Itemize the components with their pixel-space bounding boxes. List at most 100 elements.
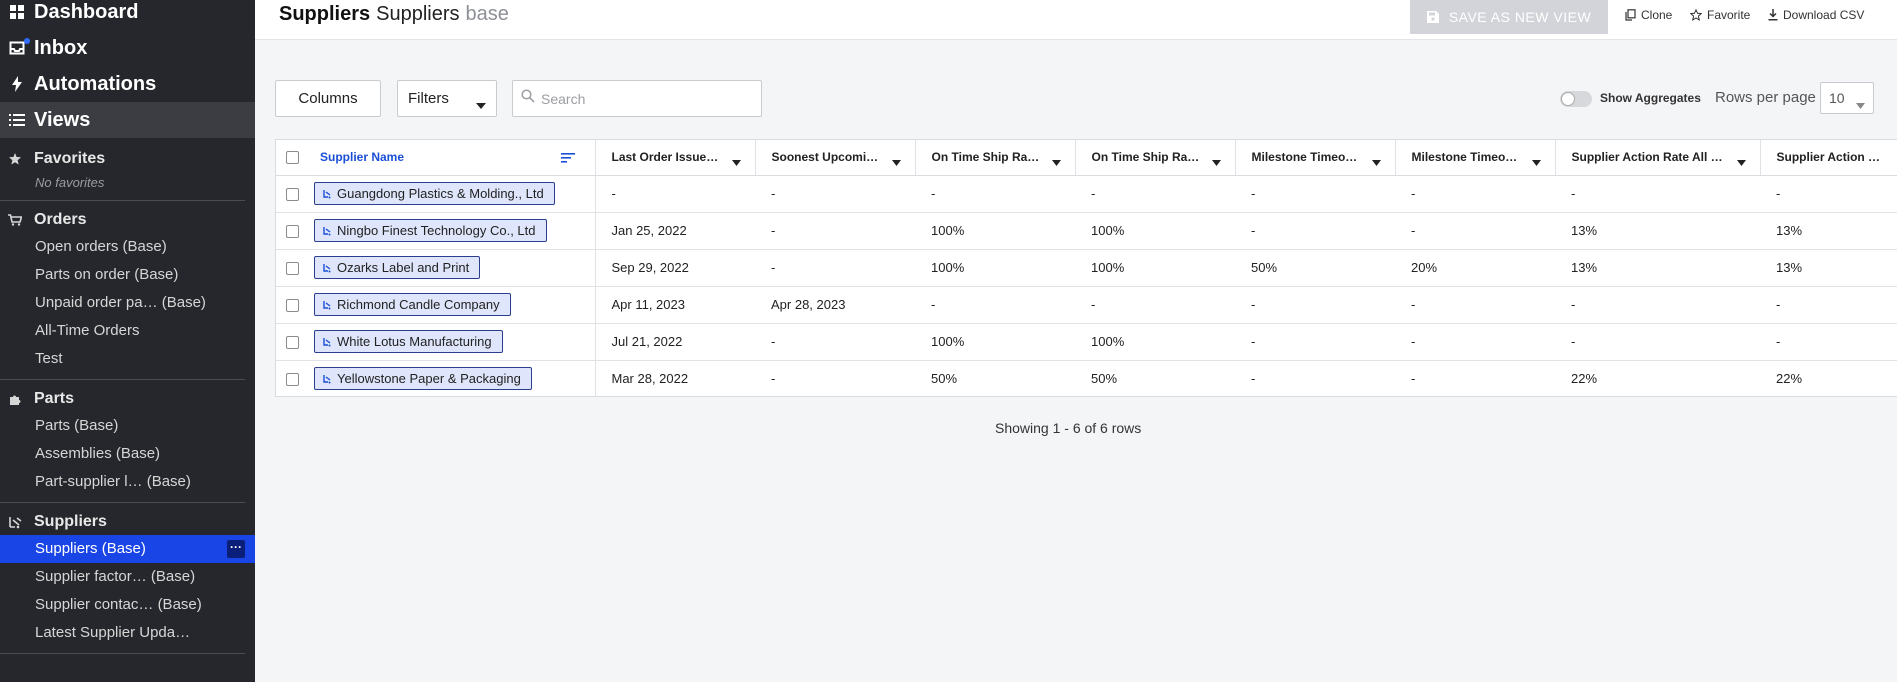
table-cell: 100%	[1075, 323, 1235, 361]
cart-icon	[8, 213, 22, 227]
table-cell: -	[1395, 212, 1555, 250]
column-header-soonest-upcoming[interactable]: Soonest Upcomi…	[755, 140, 916, 176]
column-header-label: Last Order Issue…	[611, 150, 719, 165]
row-select-cell	[276, 286, 312, 324]
table-cell: -	[755, 323, 915, 361]
nav-views[interactable]: Views	[0, 102, 255, 138]
sidebar-item-open-orders[interactable]: Open orders (Base)	[35, 238, 167, 255]
favorite-label: Favorite	[1707, 8, 1751, 22]
row-checkbox[interactable]	[286, 373, 299, 387]
caret-down-icon	[1856, 96, 1865, 112]
table-toolbar: Columns Filters Show Aggregates Rows per…	[275, 80, 1875, 118]
column-header-label: Milestone Timeo…	[1251, 150, 1358, 165]
supplier-chip[interactable]: Ningbo Finest Technology Co., Ltd	[314, 219, 547, 242]
favorites-header[interactable]: Favorites	[0, 146, 255, 172]
download-icon	[1768, 9, 1778, 21]
column-header-supplier-name[interactable]: Supplier Name	[312, 140, 596, 176]
column-header-milestone-timeout-2[interactable]: Milestone Timeo…	[1395, 140, 1556, 176]
sidebar-item-supplier-contacts[interactable]: Supplier contac… (Base)	[35, 596, 202, 613]
row-checkbox[interactable]	[286, 299, 299, 313]
column-header-on-time-ship-rate-2[interactable]: On Time Ship Ra…	[1075, 140, 1236, 176]
forklift-icon	[323, 189, 332, 199]
select-all-cell	[276, 140, 312, 176]
columns-button[interactable]: Columns	[275, 80, 381, 117]
nav-inbox[interactable]: Inbox	[0, 30, 255, 66]
table-cell: 22%	[1760, 360, 1897, 396]
sidebar-item-latest-supplier-updates[interactable]: Latest Supplier Upda…	[35, 624, 191, 641]
search-input[interactable]	[541, 90, 751, 107]
more-options-button[interactable]: ···	[227, 540, 245, 558]
table-cell: 50%	[915, 360, 1075, 396]
clone-button[interactable]: Clone	[1625, 8, 1672, 22]
table-cell: -	[1760, 175, 1897, 213]
sidebar-item-suppliers-base[interactable]: Suppliers (Base) ···	[0, 535, 255, 563]
table-cell: 13%	[1760, 212, 1897, 250]
suppliers-section: Suppliers Suppliers (Base) ··· Supplier …	[0, 509, 255, 647]
save-as-new-view-button[interactable]: SAVE AS NEW VIEW	[1410, 0, 1608, 34]
orders-title: Orders	[34, 211, 87, 228]
filters-dropdown[interactable]: Filters	[397, 80, 497, 117]
row-checkbox[interactable]	[286, 336, 299, 350]
table-row[interactable]: Guangdong Plastics & Molding., Ltd - - -…	[276, 175, 1897, 213]
column-header-label: Supplier Name	[320, 150, 405, 165]
sidebar-item-part-supplier[interactable]: Part-supplier l… (Base)	[35, 473, 191, 490]
column-header-supplier-action-rate-all[interactable]: Supplier Action Rate All …	[1555, 140, 1761, 176]
column-header-on-time-ship-rate-1[interactable]: On Time Ship Ra…	[915, 140, 1076, 176]
sidebar-item-test[interactable]: Test	[35, 350, 63, 367]
rows-per-page-select[interactable]: 10	[1820, 82, 1874, 114]
column-header-label: Supplier Action Rate All …	[1571, 150, 1723, 165]
table-cell: -	[1395, 360, 1555, 396]
supplier-chip[interactable]: Richmond Candle Company	[314, 293, 511, 316]
row-checkbox[interactable]	[286, 262, 299, 276]
select-all-checkbox[interactable]	[286, 151, 299, 165]
sort-icon[interactable]	[560, 152, 575, 166]
table-row[interactable]: White Lotus Manufacturing Jul 21, 2022 -…	[276, 323, 1897, 361]
sidebar-item-assemblies[interactable]: Assemblies (Base)	[35, 445, 161, 462]
column-header-label: On Time Ship Ra…	[1091, 150, 1200, 165]
table-cell: 100%	[915, 249, 1075, 287]
forklift-icon	[323, 337, 332, 347]
column-header-last-order-issued[interactable]: Last Order Issue…	[595, 140, 756, 176]
nav-dashboard[interactable]: Dashboard	[0, 0, 255, 30]
supplier-chip[interactable]: Yellowstone Paper & Packaging	[314, 367, 532, 390]
filters-label: Filters	[408, 90, 449, 107]
row-checkbox[interactable]	[286, 188, 299, 202]
suppliers-header[interactable]: Suppliers	[0, 509, 255, 535]
supplier-chip[interactable]: Ozarks Label and Print	[314, 256, 481, 279]
favorite-button[interactable]: Favorite	[1690, 8, 1750, 22]
search-box[interactable]	[512, 80, 762, 117]
sidebar-item-all-time-orders[interactable]: All-Time Orders	[35, 322, 140, 339]
supplier-name: White Lotus Manufacturing	[337, 334, 492, 349]
sidebar-item-supplier-factories[interactable]: Supplier factor… (Base)	[35, 568, 196, 585]
orders-header[interactable]: Orders	[0, 207, 255, 233]
nav-automations[interactable]: Automations	[0, 66, 255, 102]
table-cell: Sep 29, 2022	[595, 249, 755, 287]
column-header-milestone-timeout-1[interactable]: Milestone Timeo…	[1235, 140, 1396, 176]
table-row[interactable]: Ozarks Label and Print Sep 29, 2022 - 10…	[276, 249, 1897, 287]
divider	[0, 653, 245, 654]
table-row[interactable]: Yellowstone Paper & Packaging Mar 28, 20…	[276, 360, 1897, 396]
supplier-name-cell: Ningbo Finest Technology Co., Ltd	[312, 212, 596, 250]
download-csv-button[interactable]: Download CSV	[1768, 8, 1864, 22]
table-cell: Jul 21, 2022	[595, 323, 755, 361]
page-header: Suppliers Suppliers base SAVE AS NEW VIEW …	[255, 0, 1897, 40]
supplier-chip[interactable]: White Lotus Manufacturing	[314, 330, 503, 353]
supplier-chip[interactable]: Guangdong Plastics & Molding., Ltd	[314, 182, 555, 205]
bolt-icon	[8, 75, 26, 93]
table-cell: -	[915, 175, 1075, 213]
table-cell: 100%	[1075, 249, 1235, 287]
sidebar-item-parts[interactable]: Parts (Base)	[35, 417, 119, 434]
forklift-icon	[323, 300, 332, 310]
sidebar-item-label: Suppliers (Base)	[35, 540, 146, 557]
parts-title: Parts	[34, 390, 75, 407]
sidebar-item-parts-on-order[interactable]: Parts on order (Base)	[35, 266, 179, 283]
show-aggregates-toggle[interactable]	[1560, 91, 1592, 107]
caret-down-icon	[1211, 155, 1221, 169]
table-row[interactable]: Ningbo Finest Technology Co., Ltd Jan 25…	[276, 212, 1897, 250]
table-cell: 100%	[915, 323, 1075, 361]
parts-header[interactable]: Parts	[0, 386, 255, 412]
sidebar-item-unpaid-orders[interactable]: Unpaid order pa… (Base)	[35, 294, 206, 311]
column-header-supplier-action[interactable]: Supplier Action …	[1760, 140, 1897, 176]
table-row[interactable]: Richmond Candle Company Apr 11, 2023 Apr…	[276, 286, 1897, 324]
row-checkbox[interactable]	[286, 225, 299, 239]
